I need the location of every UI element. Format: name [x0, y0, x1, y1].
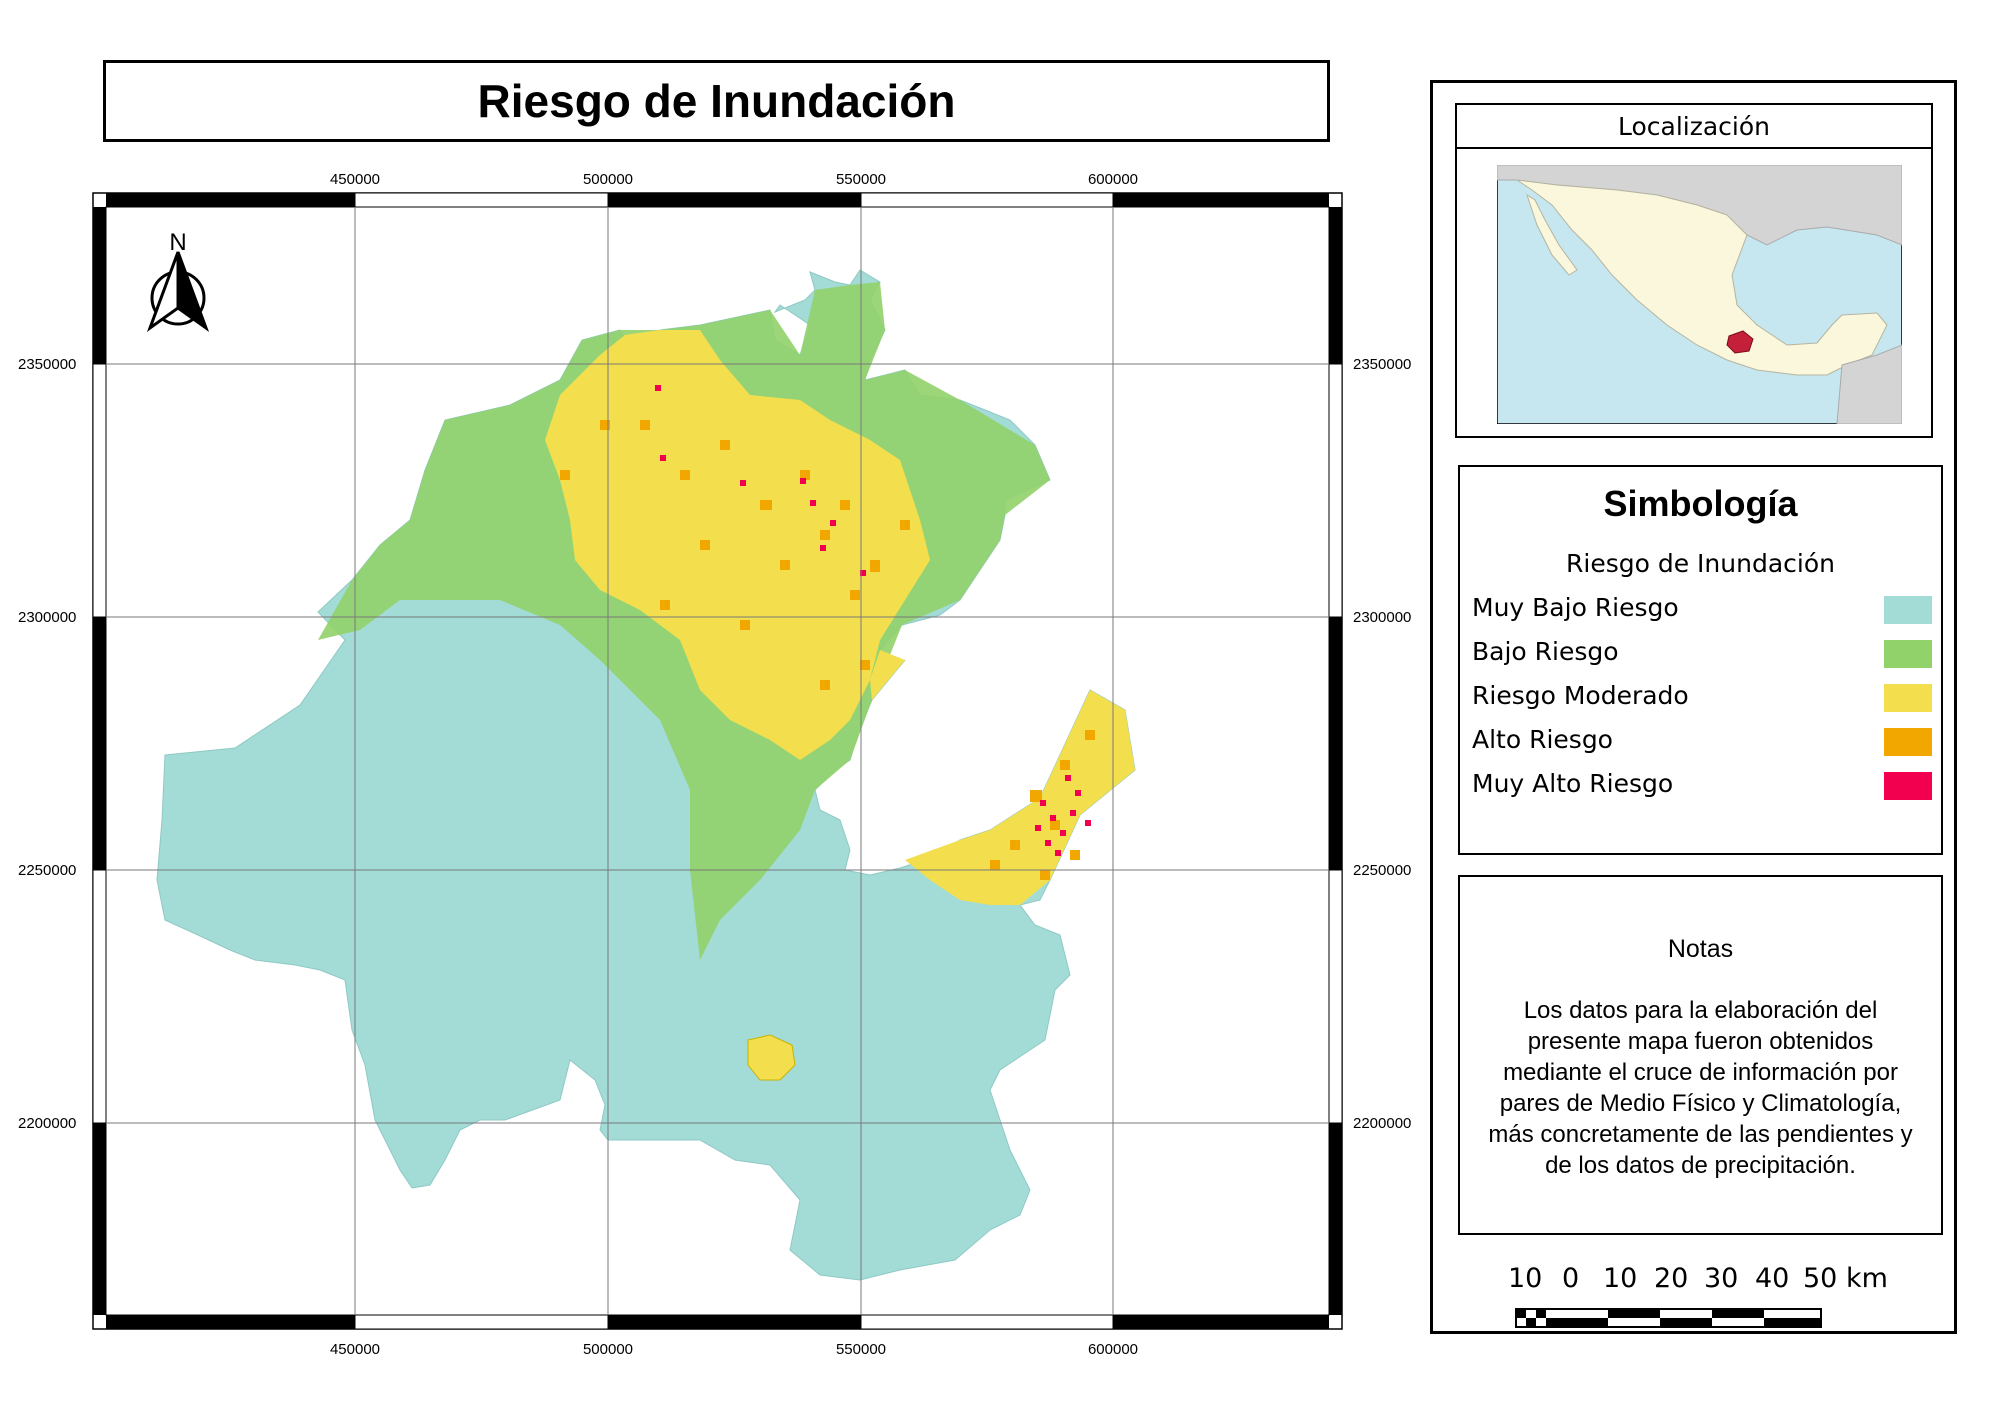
legend-swatch [1884, 728, 1932, 756]
x-label-top: 600000 [1088, 171, 1138, 188]
scale-label: 50 km [1803, 1263, 1888, 1294]
side-panel [1430, 80, 1957, 1334]
notes-line: de los datos de precipitación. [1545, 1152, 1856, 1179]
location-title: Localización [1457, 105, 1931, 149]
notes-text: Los datos para la elaboración del presen… [1468, 995, 1933, 1181]
location-map [1497, 165, 1902, 424]
notes-line: Los datos para la elaboración del [1523, 997, 1878, 1024]
legend-swatch [1884, 596, 1932, 624]
y-label-left: 2250000 [18, 862, 76, 879]
legend-item: Muy Alto Riesgo [1472, 765, 1932, 805]
notes-line: más concretamente de las pendientes y [1488, 1121, 1913, 1148]
flood-risk-region [156, 269, 1136, 1281]
y-label-left: 2300000 [18, 609, 76, 626]
y-label-right: 2250000 [1353, 862, 1411, 879]
x-label-top: 550000 [836, 171, 886, 188]
y-label-left: 2350000 [18, 356, 76, 373]
scale-label: 10 [1508, 1263, 1543, 1294]
x-label-top: 450000 [330, 171, 380, 188]
map-title: Riesgo de Inundación [477, 75, 956, 127]
map-title-box: Riesgo de Inundación [103, 60, 1330, 142]
notes-box: Notas Los datos para la elaboración del … [1458, 875, 1943, 1235]
scale-bar [1515, 1308, 1822, 1328]
x-label-bottom: 600000 [1088, 1341, 1138, 1358]
map-frame-ticks [92, 192, 1343, 1330]
notes-title: Notas [1667, 935, 1734, 963]
y-label-left: 2200000 [18, 1115, 76, 1132]
y-label-right: 2200000 [1353, 1115, 1411, 1132]
legend-swatch [1884, 772, 1932, 800]
legend-item-label: Riesgo Moderado [1472, 681, 1689, 710]
x-label-bottom: 500000 [583, 1341, 633, 1358]
legend-item: Muy Bajo Riesgo [1472, 589, 1932, 629]
legend-title: Simbología [1603, 483, 1798, 524]
notes-line: pares de Medio Físico y Climatología, [1499, 1090, 1902, 1117]
scale-label: 30 [1704, 1263, 1739, 1294]
legend-item-label: Muy Bajo Riesgo [1472, 593, 1679, 622]
legend-item: Bajo Riesgo [1472, 633, 1932, 673]
legend-swatch [1884, 684, 1932, 712]
location-box: Localización [1455, 103, 1933, 438]
legend-item: Alto Riesgo [1472, 721, 1932, 761]
coordinate-labels: 450000 500000 550000 600000 450000 50000… [18, 171, 1411, 1358]
legend-swatch [1884, 640, 1932, 668]
notes-line: mediante el cruce de información por [1503, 1059, 1898, 1086]
legend-item-label: Muy Alto Riesgo [1472, 769, 1674, 798]
y-label-right: 2350000 [1353, 356, 1411, 373]
scale-label: 20 [1654, 1263, 1689, 1294]
legend-item: Riesgo Moderado [1472, 677, 1932, 717]
graticule [106, 207, 1329, 1315]
legend-box: Simbología Riesgo de Inundación Muy Bajo… [1458, 465, 1943, 855]
x-label-bottom: 550000 [836, 1341, 886, 1358]
scale-label: 40 [1755, 1263, 1790, 1294]
x-label-bottom: 450000 [330, 1341, 380, 1358]
y-label-right: 2300000 [1353, 609, 1411, 626]
hidalgo-highlight [1726, 330, 1754, 354]
scale-label: 0 [1562, 1263, 1580, 1294]
scale-label: 10 [1603, 1263, 1638, 1294]
x-label-top: 500000 [583, 171, 633, 188]
legend-item-label: Alto Riesgo [1472, 725, 1613, 754]
north-arrow-icon: N [146, 229, 210, 333]
legend-subtitle: Riesgo de Inundación [1566, 549, 1835, 578]
notes-line: presente mapa fueron obtenidos [1527, 1028, 1874, 1055]
legend-item-label: Bajo Riesgo [1472, 637, 1619, 666]
north-label: N [169, 229, 186, 256]
